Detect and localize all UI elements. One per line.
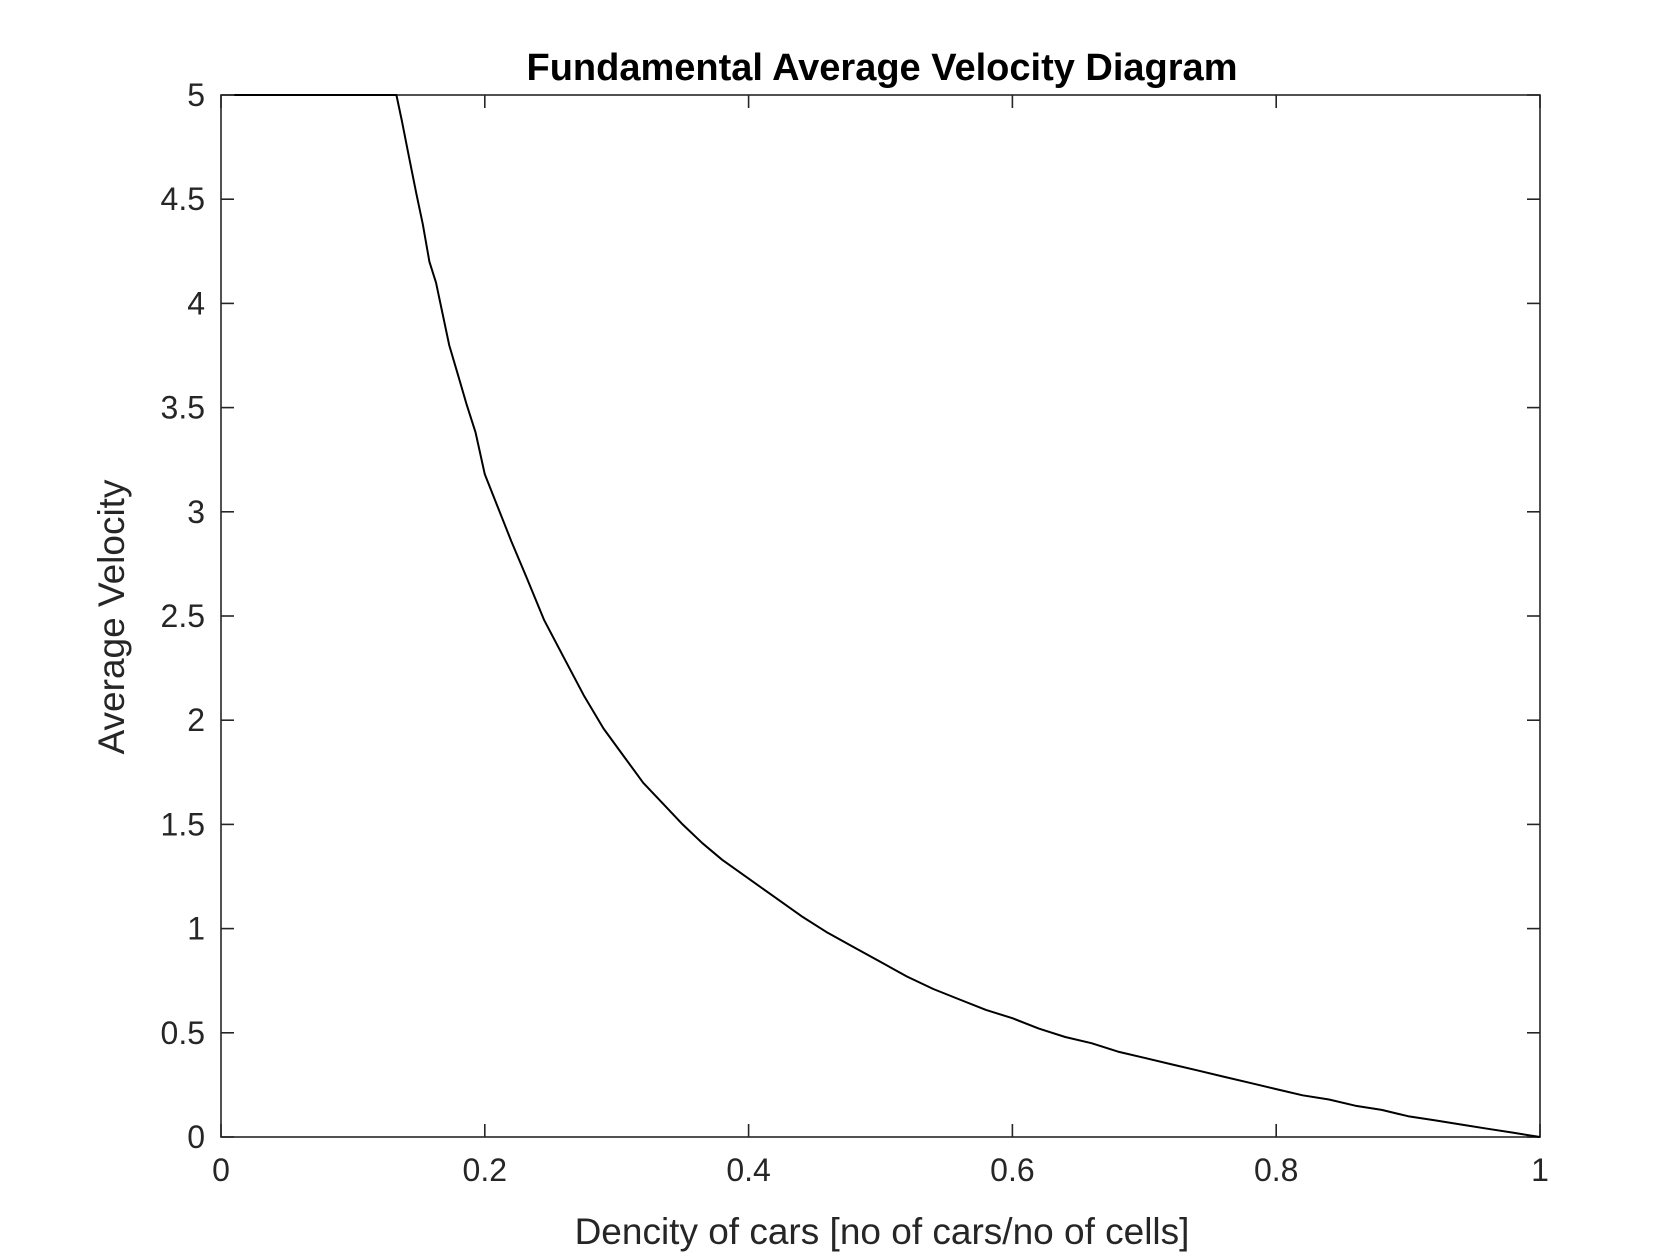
y-tick-label: 5 xyxy=(187,77,205,113)
y-tick-label: 4.5 xyxy=(161,181,205,217)
y-tick-label: 0 xyxy=(187,1119,205,1155)
y-tick-label: 3 xyxy=(187,494,205,530)
y-tick-label: 0.5 xyxy=(161,1015,205,1051)
plot-area: 0 0.2 0.4 0.6 0.8 1 0 0.5 1 1.5 2 2.5 3 3.5 4 4.5 5 xyxy=(161,77,1549,1188)
x-axis-label: Dencity of cars [no of cars/no of cells] xyxy=(575,1211,1190,1252)
x-tick-label: 0.8 xyxy=(1254,1152,1298,1188)
y-tick-label: 2.5 xyxy=(161,598,205,634)
y-tick-label: 4 xyxy=(187,285,205,321)
chart-title: Fundamental Average Velocity Diagram xyxy=(527,47,1238,89)
y-tick-label: 1.5 xyxy=(161,806,205,842)
plot-frame xyxy=(220,94,1541,1138)
y-tick-label: 2 xyxy=(187,702,205,738)
y-tick-label: 3.5 xyxy=(161,390,205,426)
x-tick-label: 0 xyxy=(212,1152,230,1188)
x-tick-label: 0.4 xyxy=(726,1152,770,1188)
x-tick-label: 0.6 xyxy=(990,1152,1034,1188)
y-axis-label: Average Velocity xyxy=(91,479,132,754)
y-tick-label: 1 xyxy=(187,911,205,947)
x-tick-label: 0.2 xyxy=(463,1152,507,1188)
series-line xyxy=(234,94,1541,1138)
x-tick-label: 1 xyxy=(1531,1152,1549,1188)
